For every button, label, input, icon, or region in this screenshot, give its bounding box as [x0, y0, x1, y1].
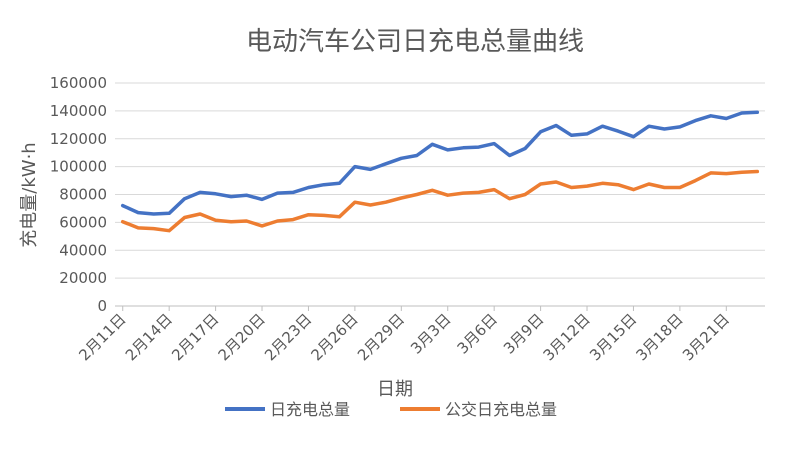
y-tick-label: 60000 [59, 213, 107, 231]
x-tick-label: 2月20日 [215, 310, 269, 364]
y-tick-label: 40000 [59, 241, 107, 259]
x-tick-label: 3月18日 [633, 310, 687, 364]
x-tick-label: 2月17日 [168, 310, 222, 364]
x-tick-label: 3月6日 [454, 310, 501, 357]
y-tick-label: 20000 [59, 269, 107, 287]
legend-label-2: 公交日充电总量 [445, 400, 557, 419]
x-tick-label: 3月21日 [679, 310, 733, 364]
x-tick-label: 2月14日 [122, 310, 176, 364]
y-tick-label: 160000 [50, 74, 107, 92]
x-tick-label: 3月15日 [586, 310, 640, 364]
x-tick-label: 2月11日 [75, 310, 129, 364]
legend: 日充电总量 公交日充电总量 [225, 400, 557, 419]
x-tick-labels: 2月11日2月14日2月17日2月20日2月23日2月26日2月29日3月3日3… [75, 306, 733, 364]
x-tick-label: 2月23日 [261, 310, 315, 364]
series-line-2 [120, 169, 760, 233]
chart-title: 电动汽车公司日充电总量曲线 [246, 27, 584, 57]
x-tick-label: 2月29日 [354, 310, 408, 364]
y-tick-label: 140000 [50, 102, 107, 120]
y-tick-label: 80000 [59, 186, 107, 204]
x-tick-label: 2月26日 [308, 310, 362, 364]
x-axis-label: 日期 [377, 379, 413, 400]
series-line-1 [120, 110, 760, 216]
y-axis-label: 充电量/kW·h [19, 142, 40, 247]
x-tick-label: 3月12日 [540, 310, 594, 364]
y-tick-labels: 0 20000 40000 60000 80000 100000 120000 140000 1… [50, 74, 107, 315]
x-tick-label: 3月3日 [407, 310, 454, 357]
y-tick-label: 0 [97, 297, 107, 315]
legend-label-1: 日充电总量 [270, 400, 350, 419]
series-lines [120, 110, 760, 233]
gridlines [115, 82, 765, 279]
y-tick-label: 100000 [50, 158, 107, 176]
y-tick-label: 120000 [50, 130, 107, 148]
